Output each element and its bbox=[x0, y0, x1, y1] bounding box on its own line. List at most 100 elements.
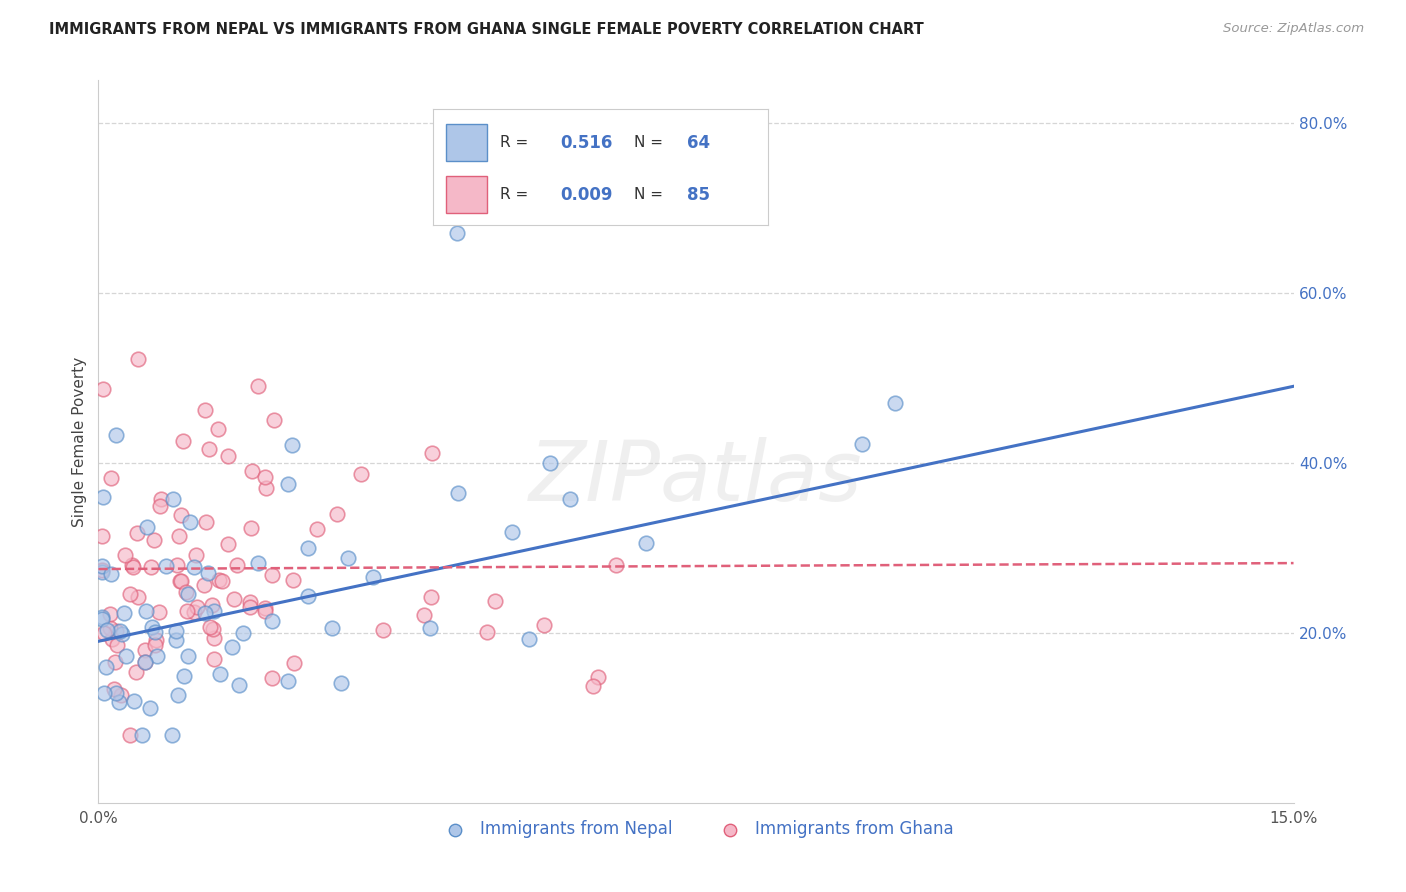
Point bbox=[239, 600, 262, 615]
Point bbox=[108, 624, 131, 639]
Point bbox=[146, 648, 169, 663]
Point bbox=[533, 618, 555, 632]
Point bbox=[277, 477, 299, 491]
Point bbox=[170, 508, 193, 522]
Point bbox=[105, 624, 128, 639]
Point bbox=[194, 606, 217, 620]
Point bbox=[419, 621, 441, 635]
Point bbox=[636, 535, 658, 549]
Point bbox=[127, 590, 149, 604]
Point bbox=[420, 445, 443, 459]
Point bbox=[186, 599, 208, 614]
Point bbox=[166, 558, 188, 573]
Point bbox=[211, 574, 233, 588]
Point bbox=[330, 676, 353, 690]
Point bbox=[209, 667, 232, 681]
Point bbox=[246, 379, 269, 393]
Point bbox=[155, 558, 177, 573]
Point bbox=[202, 652, 225, 666]
Point bbox=[91, 612, 114, 626]
Point bbox=[138, 701, 160, 715]
Point bbox=[149, 492, 172, 507]
Point bbox=[198, 442, 221, 457]
Point bbox=[263, 413, 285, 427]
Point bbox=[98, 607, 121, 621]
Point bbox=[420, 591, 443, 605]
Point bbox=[105, 686, 128, 700]
Point bbox=[176, 584, 198, 599]
Point bbox=[125, 665, 148, 679]
Point bbox=[371, 623, 394, 637]
Point bbox=[253, 470, 276, 484]
Point bbox=[183, 605, 205, 619]
Point bbox=[160, 728, 183, 742]
Point bbox=[135, 604, 157, 618]
Point bbox=[884, 396, 907, 410]
Point bbox=[120, 587, 142, 601]
Point bbox=[143, 625, 166, 640]
Legend: Immigrants from Nepal, Immigrants from Ghana: Immigrants from Nepal, Immigrants from G… bbox=[432, 814, 960, 845]
Point bbox=[176, 604, 198, 618]
Point bbox=[100, 567, 122, 582]
Point bbox=[142, 533, 165, 547]
Point bbox=[851, 437, 873, 451]
Point bbox=[254, 604, 277, 618]
Point bbox=[91, 559, 114, 574]
Point bbox=[91, 490, 114, 504]
Point bbox=[121, 560, 143, 574]
Point bbox=[201, 622, 224, 636]
Point bbox=[118, 728, 141, 742]
Point bbox=[475, 624, 498, 639]
Point bbox=[173, 669, 195, 683]
Point bbox=[201, 598, 224, 612]
Point bbox=[101, 632, 124, 646]
Point bbox=[217, 537, 239, 551]
Point bbox=[172, 434, 194, 449]
Point bbox=[447, 486, 470, 500]
Point bbox=[162, 491, 184, 506]
Point bbox=[247, 556, 270, 570]
Point bbox=[254, 601, 277, 615]
Point bbox=[136, 520, 159, 534]
Point bbox=[283, 656, 305, 670]
Point bbox=[221, 640, 243, 654]
Point bbox=[501, 525, 523, 540]
Point bbox=[145, 632, 167, 647]
Point bbox=[134, 643, 156, 657]
Point bbox=[94, 660, 117, 674]
Point bbox=[586, 670, 609, 684]
Point bbox=[207, 573, 229, 587]
Point bbox=[297, 541, 319, 556]
Point bbox=[361, 570, 384, 584]
Text: IMMIGRANTS FROM NEPAL VS IMMIGRANTS FROM GHANA SINGLE FEMALE POVERTY CORRELATION: IMMIGRANTS FROM NEPAL VS IMMIGRANTS FROM… bbox=[49, 22, 924, 37]
Point bbox=[103, 681, 125, 696]
Point bbox=[131, 728, 153, 742]
Point bbox=[350, 467, 373, 482]
Point bbox=[337, 550, 360, 565]
Point bbox=[169, 574, 191, 589]
Point bbox=[232, 626, 254, 640]
Point bbox=[91, 382, 114, 396]
Point bbox=[96, 623, 118, 637]
Point bbox=[297, 590, 319, 604]
Point bbox=[111, 627, 134, 641]
Point bbox=[115, 648, 138, 663]
Point bbox=[110, 688, 132, 702]
Point bbox=[148, 605, 170, 619]
Text: Source: ZipAtlas.com: Source: ZipAtlas.com bbox=[1223, 22, 1364, 36]
Point bbox=[167, 529, 190, 543]
Point bbox=[446, 227, 468, 241]
Text: ZIPatlas: ZIPatlas bbox=[529, 437, 863, 518]
Point bbox=[202, 631, 225, 645]
Point bbox=[91, 610, 114, 624]
Point bbox=[100, 471, 122, 485]
Point bbox=[93, 686, 115, 700]
Point bbox=[104, 655, 127, 669]
Point bbox=[91, 563, 114, 577]
Point bbox=[186, 548, 208, 562]
Point bbox=[240, 521, 263, 535]
Point bbox=[517, 632, 540, 647]
Point bbox=[326, 508, 349, 522]
Point bbox=[197, 566, 219, 580]
Point bbox=[226, 558, 249, 573]
